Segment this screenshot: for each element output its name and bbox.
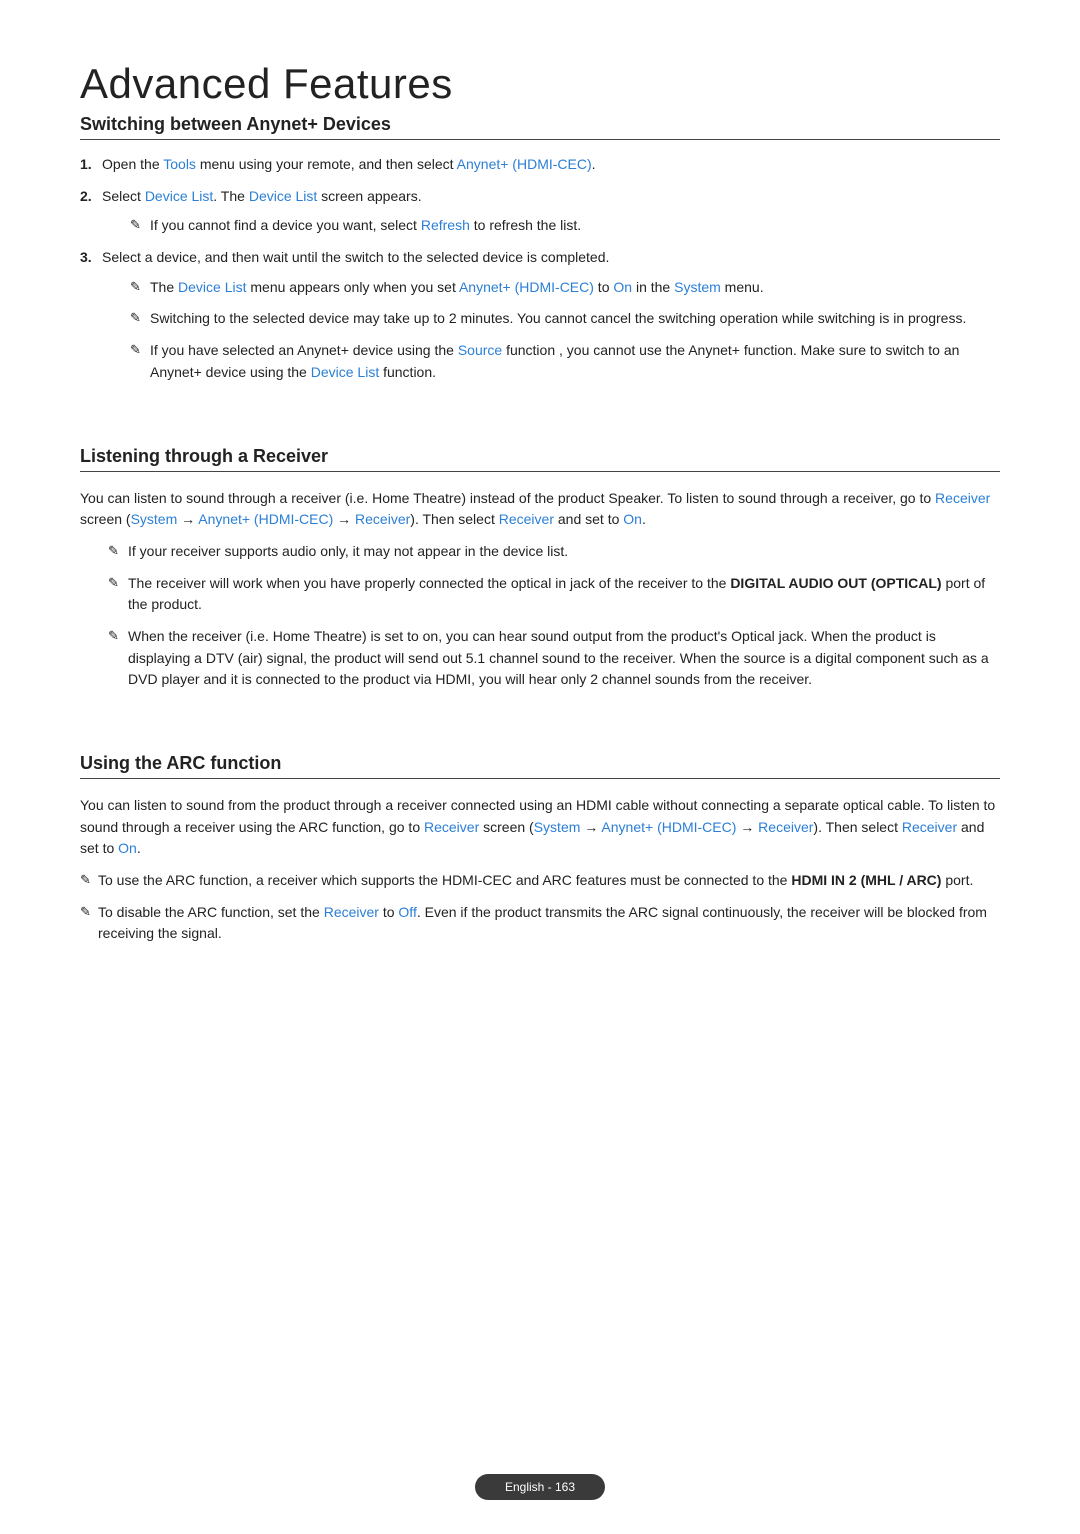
page-root: Advanced Features Switching between Anyn… bbox=[0, 0, 1080, 1534]
section2-note-2: ✎ The receiver will work when you have p… bbox=[80, 573, 1000, 616]
section3-note-2: ✎ To disable the ARC function, set the R… bbox=[80, 902, 1000, 945]
step2-note: ✎ If you cannot find a device you want, … bbox=[102, 215, 1000, 237]
note-icon: ✎ bbox=[80, 870, 91, 890]
section2-heading: Listening through a Receiver bbox=[80, 446, 1000, 472]
receiver-link: Receiver bbox=[935, 490, 990, 506]
step-number: 1. bbox=[80, 154, 92, 176]
note-icon: ✎ bbox=[130, 277, 141, 297]
section2-note-1: ✎ If your receiver supports audio only, … bbox=[80, 541, 1000, 563]
anynet-link: Anynet+ (HDMI-CEC) bbox=[198, 511, 333, 527]
note-icon: ✎ bbox=[108, 541, 119, 561]
digital-audio-out-bold: DIGITAL AUDIO OUT (OPTICAL) bbox=[730, 575, 941, 591]
step3-note-1: ✎ The Device List menu appears only when… bbox=[102, 277, 1000, 299]
step3-note-2: ✎ Switching to the selected device may t… bbox=[102, 308, 1000, 330]
section3-note-1: ✎ To use the ARC function, a receiver wh… bbox=[80, 870, 1000, 892]
note-icon: ✎ bbox=[80, 902, 91, 922]
step1-text: Open the Tools menu using your remote, a… bbox=[102, 156, 596, 172]
step2-text: Select Device List. The Device List scre… bbox=[102, 188, 422, 204]
off-link: Off bbox=[398, 904, 416, 920]
device-list-link: Device List bbox=[249, 188, 317, 204]
system-link: System bbox=[534, 819, 581, 835]
note-icon: ✎ bbox=[108, 573, 119, 593]
step-number: 2. bbox=[80, 186, 92, 208]
page-title: Advanced Features bbox=[80, 60, 1000, 108]
refresh-link: Refresh bbox=[421, 217, 470, 233]
receiver-link: Receiver bbox=[758, 819, 813, 835]
section1-heading: Switching between Anynet+ Devices bbox=[80, 114, 1000, 140]
step-3: 3. Select a device, and then wait until … bbox=[80, 247, 1000, 383]
receiver-link: Receiver bbox=[499, 511, 554, 527]
section3-intro: You can listen to sound from the product… bbox=[80, 795, 1000, 860]
receiver-link: Receiver bbox=[324, 904, 379, 920]
on-link: On bbox=[118, 840, 137, 856]
source-link: Source bbox=[458, 342, 502, 358]
page-footer-pill: English - 163 bbox=[475, 1474, 605, 1500]
note-icon: ✎ bbox=[130, 308, 141, 328]
device-list-link: Device List bbox=[311, 364, 379, 380]
step-1: 1. Open the Tools menu using your remote… bbox=[80, 154, 1000, 176]
system-link: System bbox=[131, 511, 178, 527]
step3-note-3: ✎ If you have selected an Anynet+ device… bbox=[102, 340, 1000, 383]
hdmi-in-2-bold: HDMI IN 2 (MHL / ARC) bbox=[791, 872, 941, 888]
anynet-link: Anynet+ (HDMI-CEC) bbox=[457, 156, 592, 172]
tools-link: Tools bbox=[163, 156, 196, 172]
section2-note-3: ✎ When the receiver (i.e. Home Theatre) … bbox=[80, 626, 1000, 691]
section2-intro: You can listen to sound through a receiv… bbox=[80, 488, 1000, 531]
step3-text: Select a device, and then wait until the… bbox=[102, 249, 609, 265]
steps-list: 1. Open the Tools menu using your remote… bbox=[80, 154, 1000, 384]
receiver-link: Receiver bbox=[424, 819, 479, 835]
note-icon: ✎ bbox=[130, 215, 141, 235]
note-icon: ✎ bbox=[130, 340, 141, 360]
receiver-link: Receiver bbox=[355, 511, 410, 527]
on-link: On bbox=[623, 511, 642, 527]
section3-heading: Using the ARC function bbox=[80, 753, 1000, 779]
device-list-link: Device List bbox=[145, 188, 213, 204]
note-icon: ✎ bbox=[108, 626, 119, 646]
on-link: On bbox=[613, 279, 632, 295]
step-2: 2. Select Device List. The Device List s… bbox=[80, 186, 1000, 237]
anynet-link: Anynet+ (HDMI-CEC) bbox=[459, 279, 594, 295]
device-list-link: Device List bbox=[178, 279, 246, 295]
system-link: System bbox=[674, 279, 721, 295]
anynet-link: Anynet+ (HDMI-CEC) bbox=[601, 819, 736, 835]
step-number: 3. bbox=[80, 247, 92, 269]
receiver-link: Receiver bbox=[902, 819, 957, 835]
